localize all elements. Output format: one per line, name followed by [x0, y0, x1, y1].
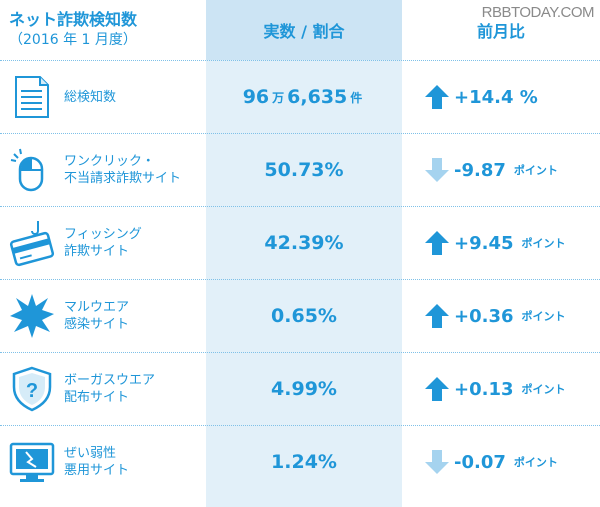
table-row: マルウエア 感染サイト 0.65% +0.36 ポイント [0, 279, 600, 352]
arrow-up-icon [425, 377, 449, 401]
change-unit: ポイント [521, 383, 566, 396]
row-label: ワンクリック・ 不当請求詐欺サイト [64, 134, 181, 206]
value-column-bg [206, 0, 402, 507]
change-value: +0.13 [454, 378, 514, 400]
value-number-a: 96 [242, 86, 270, 108]
table-header: ネット詐欺検知数 （2016 年 1 月度） 実数 / 割合 前月比 [0, 0, 600, 60]
table-row: ワンクリック・ 不当請求詐欺サイト 50.73% -9.87 ポイント [0, 133, 600, 206]
row-label-line1: マルウエア [64, 300, 130, 315]
change-value: -0.07 [454, 451, 506, 473]
row-label-line2: 悪用サイト [64, 463, 130, 478]
row-change: +0.36 ポイント [424, 280, 566, 352]
change-unit: ポイント [521, 310, 566, 323]
mouse-click-icon [8, 146, 56, 194]
table-title: ネット詐欺検知数 [9, 10, 138, 29]
credit-card-hook-icon [8, 219, 56, 267]
row-label: ボーガスウエア 配布サイト [64, 353, 155, 425]
row-label-line1: ぜい弱性 [64, 446, 117, 461]
table-row: ぜい弱性 悪用サイト 1.24% -0.07 ポイント [0, 425, 600, 498]
value-header-bg [206, 0, 402, 60]
row-label: ぜい弱性 悪用サイト [64, 426, 129, 498]
table-row: ? ボーガスウエア 配布サイト 4.99% +0.13 ポイント [0, 352, 600, 425]
shield-question-icon: ? [8, 365, 56, 413]
value-number-a: 42.39% [264, 232, 344, 254]
broken-monitor-icon [8, 438, 56, 486]
value-number-a: 50.73% [264, 159, 344, 181]
row-value: 96 万 6,635 件 [206, 61, 402, 133]
row-change: -9.87 ポイント [424, 134, 558, 206]
change-column-header: 前月比 [476, 22, 525, 41]
change-unit: ポイント [521, 237, 566, 250]
row-value: 50.73% [206, 134, 402, 206]
row-label-line2: 配布サイト [64, 390, 130, 405]
row-label: マルウエア 感染サイト [64, 280, 129, 352]
row-label-line1: 総検知数 [64, 89, 117, 105]
burst-icon [8, 292, 56, 340]
row-label-line2: 不当請求詐欺サイト [64, 171, 182, 186]
value-unit-b: 件 [350, 90, 363, 105]
value-number-a: 1.24% [271, 451, 337, 473]
row-label-line1: ボーガスウエア [64, 373, 156, 388]
row-value: 4.99% [206, 353, 402, 425]
row-change: +14.4 % [424, 61, 538, 133]
change-value: +9.45 [454, 232, 514, 254]
change-value: +0.36 [454, 305, 514, 327]
row-label: 総検知数 [64, 61, 116, 133]
svg-text:?: ? [26, 380, 38, 402]
row-label-line2: 詐欺サイト [64, 244, 130, 259]
table-row: フィッシング 詐欺サイト 42.39% +9.45 ポイント [0, 206, 600, 279]
row-label-line1: ワンクリック・ [64, 154, 155, 169]
row-value: 1.24% [206, 426, 402, 498]
change-value: -9.87 [454, 159, 506, 181]
value-number-a: 0.65% [271, 305, 337, 327]
watermark: RBBTODAY.COM [481, 4, 595, 21]
arrow-up-icon [425, 85, 449, 109]
row-value: 42.39% [206, 207, 402, 279]
arrow-down-icon [425, 450, 449, 474]
table-row: 総検知数 96 万 6,635 件 +14.4 % [0, 60, 600, 133]
arrow-up-icon [425, 231, 449, 255]
row-label: フィッシング 詐欺サイト [64, 207, 142, 279]
row-value: 0.65% [206, 280, 402, 352]
row-label-line2: 感染サイト [64, 317, 130, 332]
change-unit: ポイント [513, 456, 558, 469]
arrow-up-icon [425, 304, 449, 328]
change-unit: ポイント [513, 164, 558, 177]
value-number-b: 6,635 [287, 86, 348, 108]
row-change: +9.45 ポイント [424, 207, 566, 279]
value-number-a: 4.99% [271, 378, 337, 400]
row-change: -0.07 ポイント [424, 426, 558, 498]
value-column-header: 実数 / 割合 [263, 22, 345, 41]
document-icon [8, 73, 56, 121]
change-value: +14.4 % [454, 86, 538, 108]
value-unit-a: 万 [272, 90, 285, 105]
row-change: +0.13 ポイント [424, 353, 566, 425]
row-label-line1: フィッシング [64, 227, 142, 242]
table-subtitle: （2016 年 1 月度） [9, 32, 137, 48]
arrow-down-icon [425, 158, 449, 182]
